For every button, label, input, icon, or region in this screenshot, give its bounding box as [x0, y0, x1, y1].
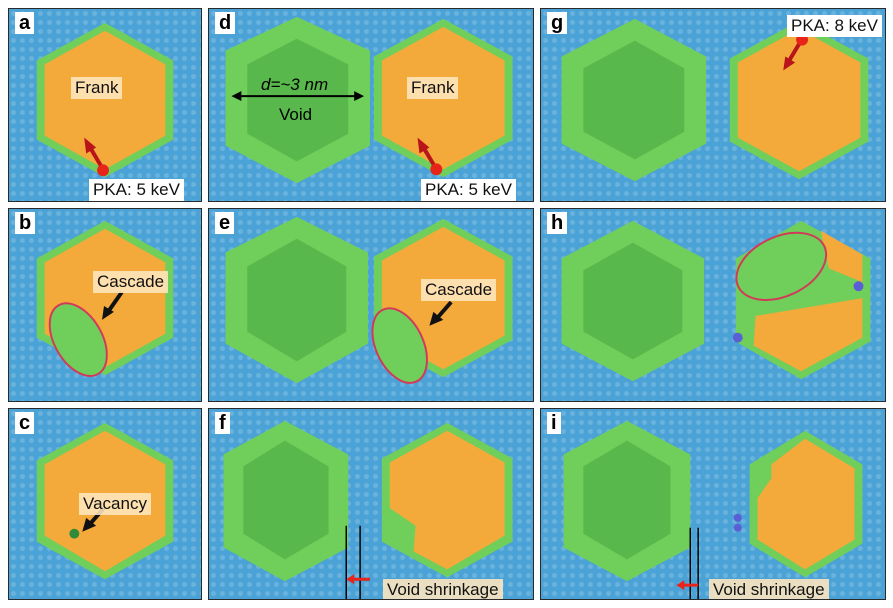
panel-b-graphic: [36, 220, 174, 377]
dimension-arrow-left: [231, 91, 242, 102]
interstitial-atom: [733, 523, 742, 532]
panel-letter: e: [215, 212, 235, 234]
shrink-arrow-head: [676, 580, 685, 591]
panel-h: h: [540, 208, 886, 402]
panel-letter: a: [15, 12, 35, 34]
pka-label: PKA: 8 keV: [787, 15, 882, 37]
panel-a: a Frank PKA: 5 keV: [8, 8, 202, 202]
dimension-label: d=~3 nm: [261, 75, 329, 94]
void-inner: [583, 40, 685, 160]
interstitial-atom: [733, 513, 742, 522]
void-inner: [247, 238, 347, 362]
frank-loop: [757, 438, 855, 570]
pka-label: PKA: 5 keV: [421, 179, 516, 201]
frank-label: Frank: [71, 77, 123, 99]
panel-letter: f: [215, 412, 230, 434]
panel-f-graphic: [223, 420, 513, 599]
panel-i: i Void shrinkage: [540, 408, 886, 600]
cascade-label: Cascade: [421, 279, 497, 301]
void-inner: [583, 242, 683, 360]
shrink-arrow-head: [346, 574, 355, 585]
frank-loop-upper: [820, 230, 863, 283]
vacancy-site: [69, 528, 80, 539]
panel-a-graphic: [36, 22, 174, 178]
panel-f: f Void shrinkage: [208, 408, 534, 600]
panel-h-graphic: [561, 220, 871, 382]
panel-e-graphic: [225, 216, 513, 384]
dimension-arrow-right: [354, 91, 365, 102]
pka-arrow-head: [783, 56, 796, 71]
void-inner: [243, 440, 329, 560]
frank-loop: [44, 30, 166, 170]
interstitial-atom: [732, 332, 743, 343]
interstitial-atom: [853, 281, 864, 292]
cascade-region: [735, 231, 828, 301]
frank-loop: [389, 430, 505, 570]
void-label: Void: [279, 105, 313, 124]
panel-d: d d=~3 nm Void Frank PKA: 5 keV: [208, 8, 534, 202]
cascade-arrow: [106, 290, 124, 314]
panel-letter: h: [547, 212, 568, 234]
cascade-arrow-head: [429, 311, 444, 326]
panel-i-graphic: [563, 420, 863, 599]
pka-label: PKA: 5 keV: [89, 179, 184, 201]
vacancy-arrow-head: [82, 517, 97, 532]
panel-c: c Vacancy: [8, 408, 202, 600]
panel-g-graphic: [561, 18, 869, 182]
panel-letter: b: [15, 212, 36, 234]
panel-b: b Cascade: [8, 208, 202, 402]
cascade-region: [371, 307, 428, 384]
void-inner: [247, 38, 349, 162]
frank-loop-lower: [753, 298, 863, 372]
shrink-label: Void shrinkage: [709, 579, 829, 599]
vacancy-label: Vacancy: [79, 493, 151, 515]
panel-letter: i: [547, 412, 561, 434]
cascade-region: [48, 302, 108, 377]
shrink-label: Void shrinkage: [383, 579, 503, 599]
frank-loop: [737, 28, 861, 172]
pka-arrow-head: [84, 137, 97, 154]
pka-arrow-head: [417, 137, 430, 154]
frank-label: Frank: [407, 77, 459, 99]
panel-g: g PKA: 8 keV: [540, 8, 886, 202]
panel-e: e Cascade: [208, 208, 534, 402]
panel-letter: g: [547, 12, 568, 34]
panel-letter: d: [215, 12, 236, 34]
panel-d-graphic: [225, 16, 513, 184]
cascade-arrow-head: [102, 305, 114, 320]
panel-letter: c: [15, 412, 35, 434]
cascade-arrow: [435, 300, 453, 320]
pka-atom: [97, 164, 109, 177]
pka-arrow: [421, 146, 438, 169]
pka-atom: [430, 163, 443, 176]
void-inner: [583, 440, 671, 560]
cascade-label: Cascade: [93, 271, 169, 293]
